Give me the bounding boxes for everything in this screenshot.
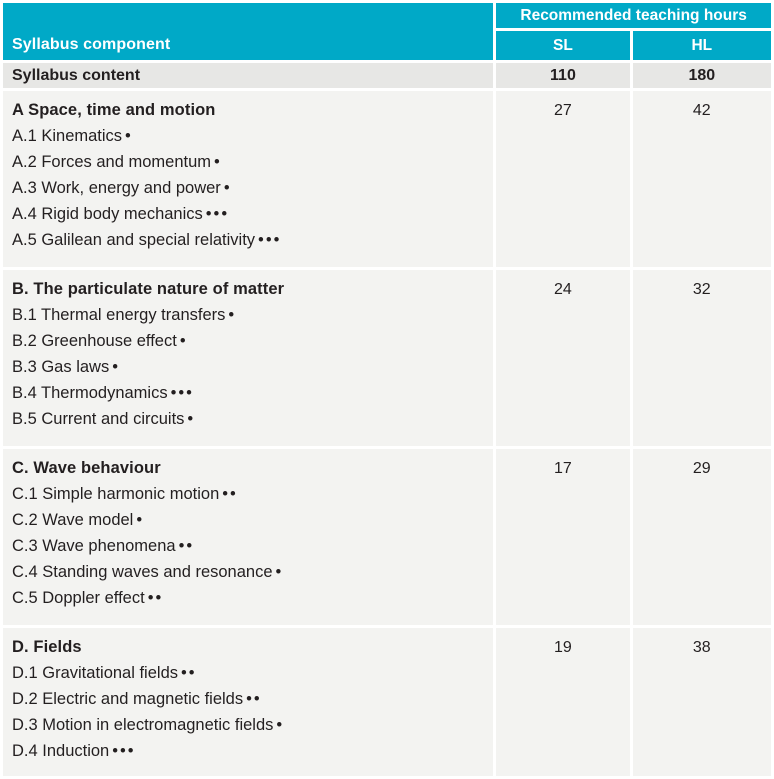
topic-label: C.2 Wave model: [12, 511, 134, 529]
section-sl-hours: 24: [496, 270, 630, 446]
topic-item: B.1 Thermal energy transfers •: [12, 302, 483, 328]
topic-label: B.1 Thermal energy transfers: [12, 306, 226, 324]
topic-level-dots: ••: [178, 537, 195, 555]
topic-label: B.3 Gas laws: [12, 358, 110, 376]
topic-label: B.4 Thermodynamics: [12, 384, 168, 402]
topic-label: D.1 Gravitational fields: [12, 664, 178, 682]
section-title: C. Wave behaviour: [12, 459, 161, 477]
topic-item: D.3 Motion in electromagnetic fields •: [12, 712, 483, 738]
topic-level-dots: ••: [246, 690, 262, 708]
topic-label: B.2 Greenhouse effect: [12, 332, 177, 350]
section-row: B. The particulate nature of matter B.1 T…: [3, 270, 771, 446]
topic-item: D.4 Induction •••: [12, 738, 483, 764]
section-label-cell: D. Fields D.1 Gravitational fields •• D.2 E…: [3, 628, 494, 776]
topic-label: D.2 Electric and magnetic fields: [12, 690, 244, 708]
topic-item: D.1 Gravitational fields ••: [12, 660, 483, 686]
topic-label: A.4 Rigid body mechanics: [12, 205, 203, 223]
topic-level-dots: ••: [222, 485, 238, 503]
topic-item: C.3 Wave phenomena ••: [12, 533, 483, 559]
topic-level-dots: •••: [112, 742, 136, 760]
summary-label: Syllabus content: [3, 63, 494, 88]
topic-item: A.3 Work, energy and power •: [12, 175, 483, 201]
topic-label: B.5 Current and circuits: [12, 410, 185, 428]
section-label-cell: A Space, time and motion A.1 Kinematics • A…: [3, 91, 494, 267]
header-row-levels: SL HL: [3, 31, 771, 60]
topic-label: C.5 Doppler effect: [12, 589, 145, 607]
topic-item: A.1 Kinematics •: [12, 123, 483, 149]
section-label-cell: B. The particulate nature of matter B.1 T…: [3, 270, 494, 446]
topic-level-dots: •: [223, 179, 232, 197]
section-hl-hours: 42: [632, 91, 771, 267]
section-sl-hours: 17: [496, 449, 630, 625]
header-row-top: Syllabus component Recommended teaching …: [3, 3, 771, 60]
topic-item: B.4 Thermodynamics •••: [12, 380, 483, 406]
topic-label: C.3 Wave phenomena: [12, 537, 176, 555]
summary-hl-hours: 180: [632, 63, 771, 88]
section-title: B. The particulate nature of matter: [12, 280, 285, 298]
topic-level-dots: •••: [258, 231, 282, 249]
section-sl-hours: 19: [496, 628, 630, 776]
topic-label: D.4 Induction: [12, 742, 110, 760]
section-hl-hours: 29: [632, 449, 771, 625]
topic-item: A.4 Rigid body mechanics •••: [12, 201, 483, 227]
col-header-recommended-teaching-hours: Recommended teaching hours: [496, 3, 771, 28]
section-row: A Space, time and motion A.1 Kinematics • A…: [3, 91, 771, 267]
topic-level-dots: •: [179, 332, 188, 350]
topic-level-dots: •: [214, 153, 222, 171]
section-title: A Space, time and motion: [12, 101, 216, 119]
section-title: D. Fields: [12, 638, 82, 656]
topic-item: A.5 Galilean and special relativity •••: [12, 227, 483, 253]
topic-item: C.2 Wave model •: [12, 507, 483, 533]
section-hl-hours: 32: [632, 270, 771, 446]
topic-level-dots: •: [228, 306, 237, 324]
topic-label: A.3 Work, energy and power: [12, 179, 221, 197]
topic-level-dots: •: [187, 410, 196, 428]
topic-item: B.5 Current and circuits •: [12, 406, 483, 432]
topic-item: C.1 Simple harmonic motion ••: [12, 481, 483, 507]
col-header-hl: HL: [632, 31, 771, 60]
topic-level-dots: ••: [147, 589, 164, 607]
section-sl-hours: 27: [496, 91, 630, 267]
topic-label: D.3 Motion in electromagnetic fields: [12, 716, 274, 734]
topic-label: C.4 Standing waves and resonance: [12, 563, 273, 581]
col-header-sl: SL: [496, 31, 630, 60]
col-header-syllabus-component: Syllabus component: [3, 3, 494, 60]
topic-level-dots: •: [125, 127, 133, 145]
topic-label: A.2 Forces and momentum: [12, 153, 211, 171]
topic-label: C.1 Simple harmonic motion: [12, 485, 220, 503]
topic-level-dots: ••: [181, 664, 197, 682]
section-hl-hours: 38: [632, 628, 771, 776]
summary-sl-hours: 110: [496, 63, 630, 88]
topic-item: B.2 Greenhouse effect •: [12, 328, 483, 354]
topic-item: C.4 Standing waves and resonance •: [12, 559, 483, 585]
topic-label: A.1 Kinematics: [12, 127, 123, 145]
topic-level-dots: •: [275, 563, 284, 581]
topic-item: A.2 Forces and momentum •: [12, 149, 483, 175]
topic-level-dots: •: [136, 511, 145, 529]
topic-level-dots: •••: [205, 205, 230, 223]
topic-level-dots: •: [276, 716, 285, 734]
topic-level-dots: •: [112, 358, 120, 376]
topic-label: A.5 Galilean and special relativity: [12, 231, 256, 249]
summary-row-syllabus-content: Syllabus content 110 180: [3, 63, 771, 88]
section-label-cell: C. Wave behaviour C.1 Simple harmonic mot…: [3, 449, 494, 625]
section-row: C. Wave behaviour C.1 Simple harmonic mot…: [3, 449, 771, 625]
section-row: D. Fields D.1 Gravitational fields •• D.2 E…: [3, 628, 771, 776]
topic-level-dots: •••: [170, 384, 194, 402]
topic-item: C.5 Doppler effect ••: [12, 585, 483, 611]
topic-item: D.2 Electric and magnetic fields ••: [12, 686, 483, 712]
topic-item: B.3 Gas laws •: [12, 354, 483, 380]
